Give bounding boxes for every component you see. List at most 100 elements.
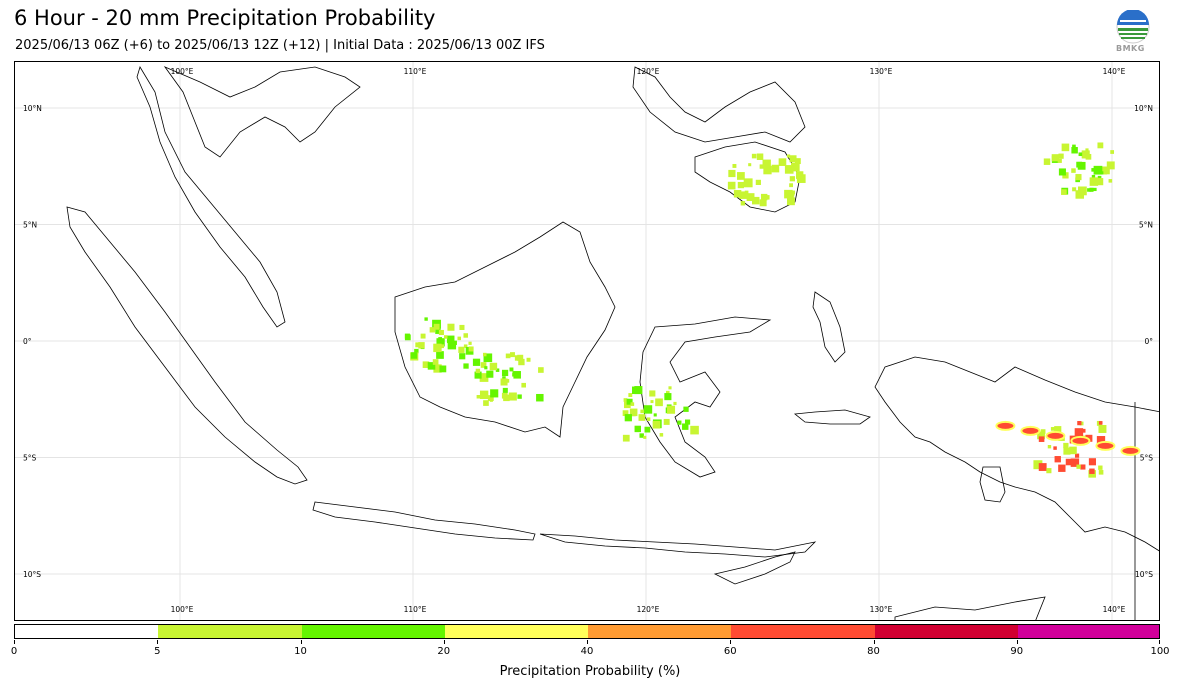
chart-subtitle: 2025/06/13 06Z (+6) to 2025/06/13 12Z (+…	[15, 38, 545, 53]
precip-cell	[415, 342, 421, 348]
precip-cell	[479, 390, 489, 399]
logo-text: BMKG	[1116, 44, 1145, 53]
lon-label-top: 100°E	[171, 67, 194, 76]
precip-cell	[475, 368, 481, 374]
precip-cell	[1098, 465, 1103, 470]
precip-cell	[1074, 428, 1084, 437]
precip-cell	[1069, 446, 1077, 455]
malay-peninsula-coast	[136, 66, 286, 328]
lon-label-top: 110°E	[404, 67, 427, 76]
precip-core	[1045, 430, 1066, 441]
colorbar-tick	[14, 640, 15, 644]
coastlines	[66, 66, 1159, 620]
precip-cell	[732, 163, 737, 168]
lat-label-right: 0°	[1144, 337, 1153, 346]
colorbar-tick	[1016, 640, 1018, 644]
precip-cell	[446, 335, 455, 344]
precip-cell	[1033, 460, 1043, 470]
precip-cell	[1077, 420, 1082, 426]
precip-cell	[743, 178, 753, 188]
precip-cell	[737, 172, 745, 180]
precip-cell	[1106, 161, 1115, 170]
precip-cell	[650, 400, 654, 404]
precip-cell	[508, 392, 517, 401]
precip-cell	[510, 352, 515, 358]
precip-cell	[622, 434, 630, 442]
precip-cell	[748, 163, 752, 167]
precip-cell	[791, 162, 800, 172]
precip-cell	[410, 352, 418, 359]
precip-cell	[457, 336, 462, 341]
precip-cell	[1047, 444, 1052, 449]
precip-cell	[1078, 152, 1083, 157]
colorbar-tick	[443, 640, 445, 644]
precip-cell	[1080, 464, 1086, 470]
precip-cell	[1077, 186, 1087, 196]
precip-core	[1120, 445, 1141, 456]
precip-cell	[789, 183, 794, 188]
lat-label-left: 10°N	[23, 104, 42, 113]
colorbar-tick-label: 5	[154, 646, 161, 657]
precip-cell	[1057, 158, 1062, 163]
colorbar-segment	[158, 625, 302, 638]
precip-cell	[1054, 456, 1061, 463]
precip-cell	[673, 401, 677, 406]
precip-cell	[512, 373, 516, 377]
precip-cell	[789, 155, 797, 163]
precip-cell	[1072, 144, 1076, 149]
precip-cell	[1053, 446, 1057, 450]
precip-cell	[740, 201, 746, 206]
precip-cell	[653, 413, 657, 417]
colorbar-tick-label: 10	[294, 646, 307, 657]
precip-cell	[447, 340, 457, 350]
precip-cell	[634, 425, 641, 433]
precip-cell	[489, 398, 493, 402]
precip-cell	[500, 378, 508, 386]
lon-label-bottom: 130°E	[870, 605, 893, 614]
indochina-coast	[163, 66, 361, 158]
precip-cell	[521, 382, 526, 388]
precip-cell	[1074, 453, 1080, 458]
precip-cell	[1043, 158, 1051, 165]
colorbar-tick-label: 0	[10, 646, 18, 657]
borneo-coast	[394, 221, 616, 438]
precip-cell	[463, 333, 468, 338]
precip-cell	[727, 181, 736, 190]
map-panel[interactable]: 100°E 110°E 120°E 130°E 140°E 100°E 110°E 120°…	[14, 61, 1160, 621]
lat-label-right: 10°S	[1135, 570, 1153, 579]
colorbar-tick-label: 90	[1010, 646, 1024, 657]
timor-coast	[713, 551, 796, 585]
sumatra-coast	[66, 206, 308, 485]
colorbar-segment	[874, 625, 1019, 638]
precip-cell	[784, 165, 794, 174]
visayas-coast	[632, 66, 806, 143]
precip-cell	[1089, 468, 1095, 474]
precip-cell	[791, 190, 796, 195]
precip-cell	[433, 343, 442, 353]
precip-cell	[649, 390, 656, 397]
colorbar-tick	[730, 640, 732, 644]
precip-cell	[765, 195, 770, 200]
precip-cell	[666, 390, 670, 395]
precip-cell	[435, 328, 441, 334]
precip-cell	[483, 400, 489, 406]
precip-cell	[1072, 187, 1077, 192]
precip-cell	[622, 410, 629, 417]
precip-cell	[1063, 442, 1069, 449]
precip-cell	[418, 342, 425, 349]
precip-cell	[1058, 168, 1066, 176]
precip-cell	[1098, 470, 1104, 475]
maluku-coast	[812, 291, 846, 363]
precip-cell	[643, 435, 647, 439]
precip-cell	[1076, 161, 1083, 168]
colorbar-segment	[1017, 625, 1159, 638]
mindanao-coast	[694, 141, 801, 213]
lat-labels-right: 10°N 5°N 0° 5°S 10°S	[1134, 104, 1153, 579]
precip-cell	[447, 323, 455, 331]
precip-cell	[1058, 153, 1064, 159]
precip-cell	[1037, 431, 1045, 440]
colorbar-segment	[15, 625, 159, 638]
precip-cell	[1063, 447, 1071, 455]
colorbar-tick	[873, 640, 875, 644]
precip-cell	[505, 353, 511, 359]
